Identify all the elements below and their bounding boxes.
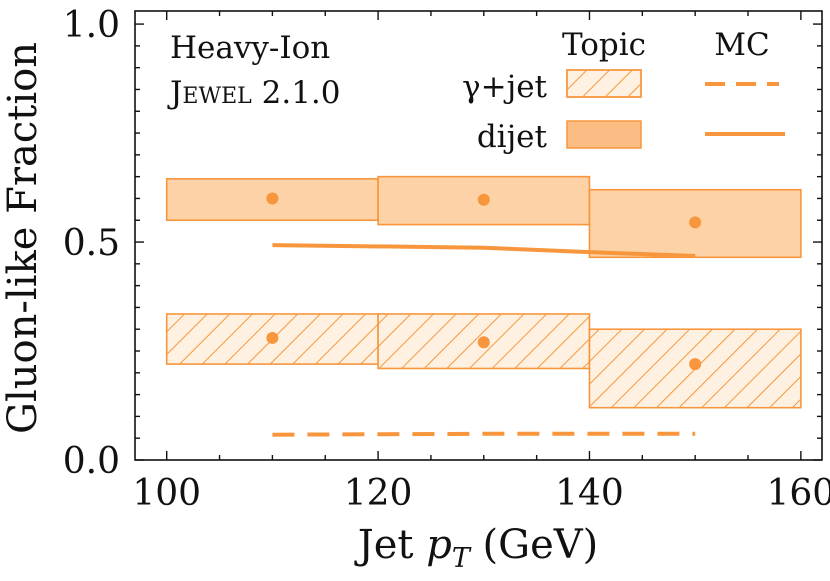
plot-frame	[134, 10, 823, 461]
dijet-point-0	[266, 192, 279, 205]
x-tick-label: 160	[767, 473, 830, 514]
dijet-point-2	[689, 216, 702, 229]
annotation-heavy-ion: Heavy-Ion	[170, 30, 330, 66]
gamma-jet-mc-line	[272, 431, 696, 437]
x-axis-label: Jet pT (GeV)	[354, 522, 599, 574]
gamma-jet-point-2	[689, 358, 702, 371]
x-axis-label-sub: T	[452, 543, 472, 574]
axis-ticks	[135, 11, 822, 461]
uncertainty-bands	[165, 175, 802, 409]
y-tick-label: 0.0	[63, 441, 120, 482]
legend-label-gamma-jet: γ+jet	[462, 69, 547, 105]
y-axis-label: Gluon-like Fraction	[0, 42, 46, 434]
legend-header-topic: Topic	[562, 27, 646, 63]
x-axis-label-var: p	[426, 522, 452, 568]
dijet-point-1	[477, 193, 490, 206]
y-tick-label: 1.0	[63, 5, 120, 46]
x-axis-label-prefix: Jet	[354, 522, 427, 568]
legend-header-mc: MC	[714, 27, 769, 63]
annotation-jewel: Jewel 2.1.0	[167, 75, 341, 111]
mc-lines	[272, 243, 696, 437]
gamma-jet-point-0	[266, 331, 279, 344]
legend-swatch-dijet	[566, 120, 642, 149]
legend-swatch-gamma-jet	[566, 69, 642, 98]
gamma-jet-point-1	[477, 336, 490, 349]
legend-label-dijet: dijet	[477, 119, 548, 155]
dijet-mc-line	[272, 243, 696, 258]
x-tick-label: 100	[132, 473, 201, 514]
x-tick-label: 120	[344, 473, 413, 514]
x-tick-label: 140	[555, 473, 624, 514]
data-points	[266, 192, 702, 371]
x-axis-label-unit: (GeV)	[470, 522, 598, 568]
y-tick-label: 0.5	[63, 223, 120, 264]
tick-labels: 100 120 140 160 0.0 0.5 1.0	[63, 5, 830, 514]
